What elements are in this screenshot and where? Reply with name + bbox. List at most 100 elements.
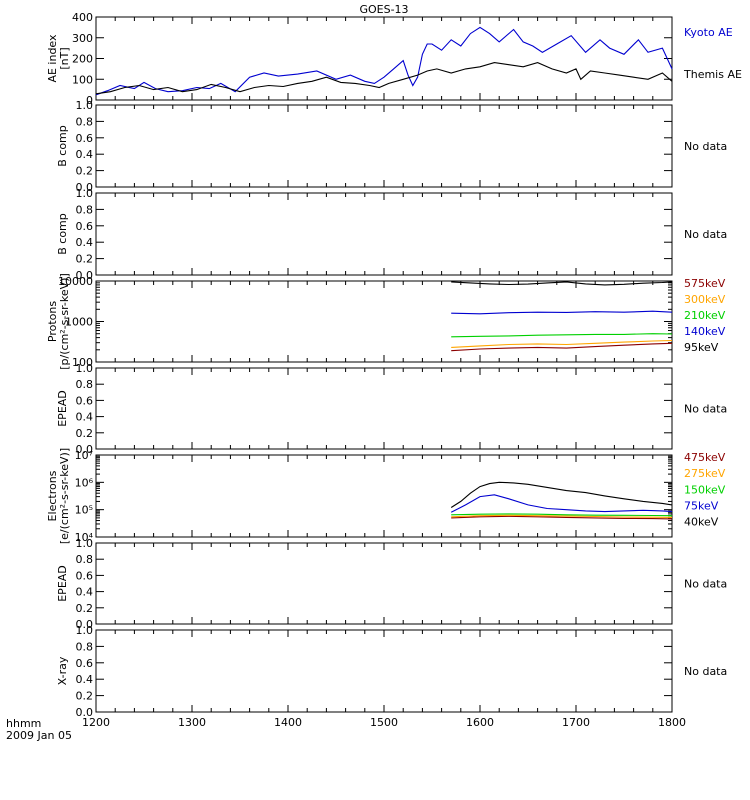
legend-themis-ae: Themis AE <box>683 68 742 81</box>
y-tick-label: 0.4 <box>76 236 94 249</box>
y-tick-label: 0.0 <box>76 706 94 719</box>
y-tick-label: 0.8 <box>76 553 94 566</box>
y-tick-label: 0.2 <box>76 602 94 615</box>
y-tick-label: 400 <box>72 11 93 24</box>
legend-40kev: 40keV <box>684 516 719 529</box>
panel-8: 0.0 0.2 0.4 0.6 0.8 1.0 X-ray No data <box>56 624 727 719</box>
panel-1: 0 100 200 300 400 AE index [nT] Kyoto AE Themis … <box>46 11 742 107</box>
no-data-label: No data <box>684 228 727 241</box>
y-tick-label: 0.4 <box>76 148 94 161</box>
y-tick-label: 0.0 <box>76 181 94 194</box>
series-line-150kev <box>451 513 673 517</box>
y-axis-label: Electrons <box>46 470 59 521</box>
time-format-label: hhmm <box>6 717 41 730</box>
legend-75kev: 75keV <box>684 500 719 513</box>
y-axis-label: Protons <box>46 301 59 342</box>
x-tick-label: 1800 <box>658 716 686 729</box>
no-data-label: No data <box>684 140 727 153</box>
panel-frame <box>95 454 673 538</box>
y-tick-label: 1.0 <box>76 362 94 375</box>
panel-frame <box>95 367 673 450</box>
panel-4: 100 1000 10000 Protons [p/(cm²-s-sr-keV)] 575… <box>46 273 726 370</box>
y-tick-label: 10⁷ <box>75 449 93 462</box>
y-tick-label: 0.8 <box>76 203 94 216</box>
y-tick-label: 10⁴ <box>75 531 94 544</box>
panel-frame <box>95 542 673 625</box>
panel-6: 10⁴ 10⁵ 10⁶ 10⁷ Electrons [e/(cm²-s-sr-keV)] 4… <box>46 448 726 544</box>
x-tick-label: 1200 <box>82 716 110 729</box>
y-tick-label: 0.2 <box>76 427 94 440</box>
y-tick-label: 0.4 <box>76 673 94 686</box>
y-axis-label: X-ray <box>56 656 69 685</box>
y-tick-label: 10000 <box>58 275 93 288</box>
y-tick-label: 0.6 <box>76 569 94 582</box>
legend-300kev: 300keV <box>684 293 726 306</box>
y-tick-label: 0.2 <box>76 165 94 178</box>
x-tick-label: 1600 <box>466 716 494 729</box>
y-tick-label: 0.4 <box>76 411 94 424</box>
panel-frame <box>95 280 673 363</box>
x-tick-label: 1700 <box>562 716 590 729</box>
y-axis-label: [e/(cm²-s-sr-keV)] <box>58 448 71 544</box>
y-axis-label: EPEAD <box>56 565 69 602</box>
y-tick-label: 1000 <box>65 316 93 329</box>
y-tick-label: 10⁶ <box>75 476 94 489</box>
series-line-75kev <box>450 494 673 513</box>
y-axis-label: B comp <box>56 213 69 255</box>
y-tick-label: 1.0 <box>76 537 94 550</box>
panel-2: 0.0 0.2 0.4 0.6 0.8 1.0 B comp No data <box>56 99 727 194</box>
series-line-themis-ae <box>95 62 673 95</box>
legend-kyoto-ae: Kyoto AE <box>684 26 733 39</box>
x-tick-label: 1300 <box>178 716 206 729</box>
y-tick-label: 0.6 <box>76 657 94 670</box>
panel-3: 0.0 0.2 0.4 0.6 0.8 1.0 B comp No data <box>56 187 727 282</box>
x-tick-label: 1400 <box>274 716 302 729</box>
series-line-95kev <box>451 281 673 286</box>
x-tick-label: 1500 <box>370 716 398 729</box>
y-tick-label: 10⁵ <box>75 504 93 517</box>
series-line-kyoto-ae <box>95 26 673 96</box>
panel-frame <box>95 192 673 276</box>
y-axis-label: EPEAD <box>56 390 69 427</box>
legend-95kev: 95keV <box>684 341 719 354</box>
legend-575kev: 575keV <box>684 277 726 290</box>
no-data-label: No data <box>684 578 727 591</box>
y-tick-label: 0.2 <box>76 690 94 703</box>
y-axis-label: [p/(cm²-s-sr-keV)] <box>58 273 71 370</box>
y-tick-label: 0.6 <box>76 394 94 407</box>
panels-group: 0 100 200 300 400 AE index [nT] Kyoto AE Themis … <box>46 11 742 719</box>
series-line-140kev <box>451 310 673 315</box>
y-tick-label: 0.0 <box>76 443 94 456</box>
legend-275kev: 275keV <box>684 467 726 480</box>
series-line-210kev <box>451 333 673 338</box>
legend-475kev: 475keV <box>684 451 726 464</box>
panel-frame <box>95 629 673 713</box>
legend-140kev: 140keV <box>684 325 726 338</box>
chart-title: GOES-13 <box>359 3 408 16</box>
no-data-label: No data <box>684 403 727 416</box>
y-axis-label: B comp <box>56 125 69 167</box>
x-axis: 1200 1300 1400 1500 1600 1700 1800 <box>82 716 686 729</box>
y-tick-label: 0.2 <box>76 253 94 266</box>
y-axis-label: [nT] <box>58 47 71 69</box>
y-tick-label: 0.8 <box>76 115 94 128</box>
y-tick-label: 0.6 <box>76 132 94 145</box>
no-data-label: No data <box>684 665 727 678</box>
date-label: 2009 Jan 05 <box>6 729 72 742</box>
y-tick-label: 200 <box>72 53 93 66</box>
y-tick-label: 0.0 <box>76 269 94 282</box>
series-line-275kev <box>451 514 673 518</box>
y-tick-label: 0.6 <box>76 220 94 233</box>
y-tick-label: 0.0 <box>76 618 94 631</box>
series-line-575kev <box>451 342 673 352</box>
panel-7: 0.0 0.2 0.4 0.6 0.8 1.0 EPEAD No data <box>56 537 727 631</box>
panel-5: 0.0 0.2 0.4 0.6 0.8 1.0 EPEAD No data <box>56 362 727 456</box>
y-tick-label: 0.4 <box>76 586 94 599</box>
series-line-40kev <box>450 481 673 508</box>
series-line-475kev <box>451 515 673 520</box>
y-tick-label: 1.0 <box>76 99 94 112</box>
y-tick-label: 0.8 <box>76 378 94 391</box>
y-tick-label: 0 <box>86 94 93 107</box>
y-tick-label: 300 <box>72 32 93 45</box>
